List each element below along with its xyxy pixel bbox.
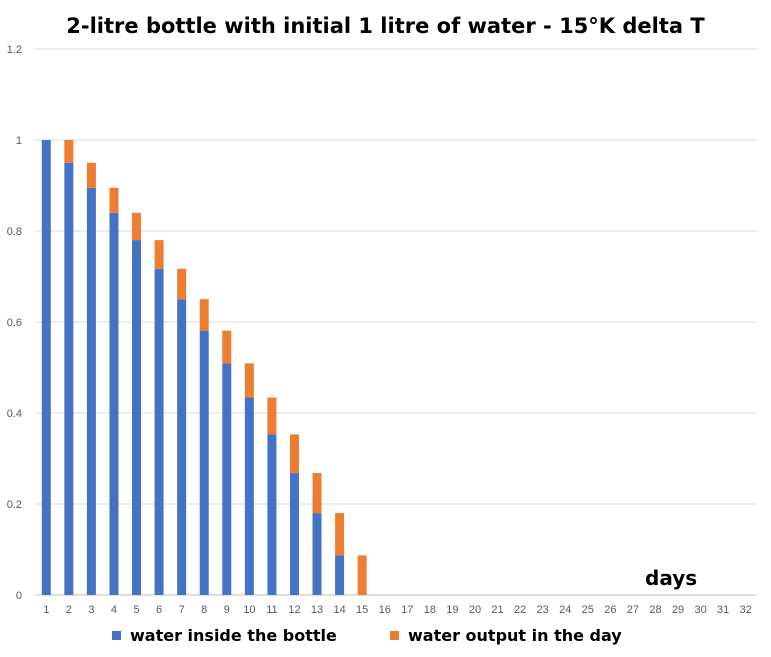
x-tick-label: 18: [424, 604, 436, 616]
legend-label-output: water output in the day: [408, 626, 622, 645]
y-axis: 0 0.2 0.4 0.6 0.8 1 1.2: [7, 44, 22, 602]
x-tick-label: 16: [379, 604, 391, 616]
bar-water-output: [289, 434, 299, 474]
bar-water-output: [109, 187, 119, 213]
bar-water-output: [132, 212, 142, 241]
bars: [41, 140, 367, 596]
x-tick-label: 7: [179, 604, 185, 616]
y-tick-label: 0: [16, 590, 22, 602]
x-tick-label: 8: [201, 604, 207, 616]
x-tick-label: 2: [66, 604, 72, 616]
bar-water-inside: [64, 162, 74, 595]
y-tick-label: 1.2: [7, 44, 22, 56]
bar-water-output: [244, 363, 254, 398]
legend-label-inside: water inside the bottle: [130, 626, 337, 645]
bar-water-inside: [86, 187, 96, 595]
x-tick-label: 24: [559, 604, 571, 616]
x-tick-label: 23: [537, 604, 549, 616]
x-tick-label: 3: [88, 604, 94, 616]
bar-water-inside: [41, 140, 51, 595]
bar-water-inside: [289, 473, 299, 595]
x-axis-label: days: [645, 566, 698, 590]
bar-water-inside: [154, 268, 164, 595]
legend-item-inside: water inside the bottle: [112, 626, 337, 645]
x-tick-label: 26: [604, 604, 616, 616]
chart-title: 2-litre bottle with initial 1 litre of w…: [66, 14, 705, 38]
x-tick-label: 13: [311, 604, 323, 616]
x-tick-label: 11: [266, 604, 277, 616]
bar-water-inside: [199, 330, 209, 595]
x-tick-label: 28: [649, 604, 661, 616]
legend-swatch-output: [390, 631, 399, 640]
bar-water-output: [357, 555, 367, 595]
bar-water-output: [177, 268, 187, 300]
x-tick-label: 9: [224, 604, 230, 616]
legend: water inside the bottle water output in …: [0, 626, 771, 648]
bar-water-inside: [109, 212, 119, 596]
x-tick-label: 17: [401, 604, 413, 616]
x-tick-label: 6: [156, 604, 162, 616]
bar-water-output: [64, 140, 74, 163]
bar-water-output: [267, 397, 277, 435]
y-tick-label: 0.4: [7, 408, 22, 420]
gridlines: [35, 48, 757, 596]
bar-water-inside: [312, 513, 322, 595]
x-tick-label: 12: [288, 604, 300, 616]
x-tick-label: 29: [672, 604, 684, 616]
bar-water-output: [335, 513, 345, 556]
y-tick-label: 0.6: [7, 317, 22, 329]
x-tick-label: 10: [243, 604, 255, 616]
x-tick-label: 30: [694, 604, 706, 616]
bar-water-inside: [177, 299, 187, 595]
x-axis: 1 2 3 4 5 6 7 8 9 10 11 12 13 14 15 16 17 18 19 20 21 22 23 24 2…: [43, 604, 752, 616]
x-tick-label: 25: [582, 604, 594, 616]
bar-water-output: [86, 162, 96, 188]
bar-water-inside: [244, 397, 254, 595]
x-tick-label: 27: [627, 604, 639, 616]
bar-water-output: [154, 240, 164, 269]
bar-water-inside: [132, 240, 142, 595]
bar-water-output: [199, 299, 209, 331]
x-tick-label: 19: [446, 604, 458, 616]
bar-water-inside: [335, 555, 345, 595]
x-tick-label: 32: [740, 604, 752, 616]
x-tick-label: 5: [133, 604, 139, 616]
y-tick-label: 0.2: [7, 499, 22, 511]
x-tick-label: 22: [514, 604, 526, 616]
y-tick-label: 1: [16, 135, 22, 147]
bar-water-output: [222, 330, 232, 364]
x-tick-label: 14: [333, 604, 345, 616]
bar-water-inside: [267, 434, 277, 595]
x-tick-label: 15: [356, 604, 368, 616]
x-tick-label: 31: [717, 604, 729, 616]
x-tick-label: 20: [469, 604, 481, 616]
x-tick-label: 1: [43, 604, 49, 616]
x-tick-label: 21: [491, 604, 503, 616]
y-tick-label: 0.8: [7, 226, 22, 238]
bar-water-output: [312, 473, 322, 514]
x-tick-label: 4: [111, 604, 117, 616]
legend-swatch-inside: [112, 631, 121, 640]
bar-water-inside: [222, 363, 232, 595]
legend-item-output: water output in the day: [390, 626, 622, 645]
